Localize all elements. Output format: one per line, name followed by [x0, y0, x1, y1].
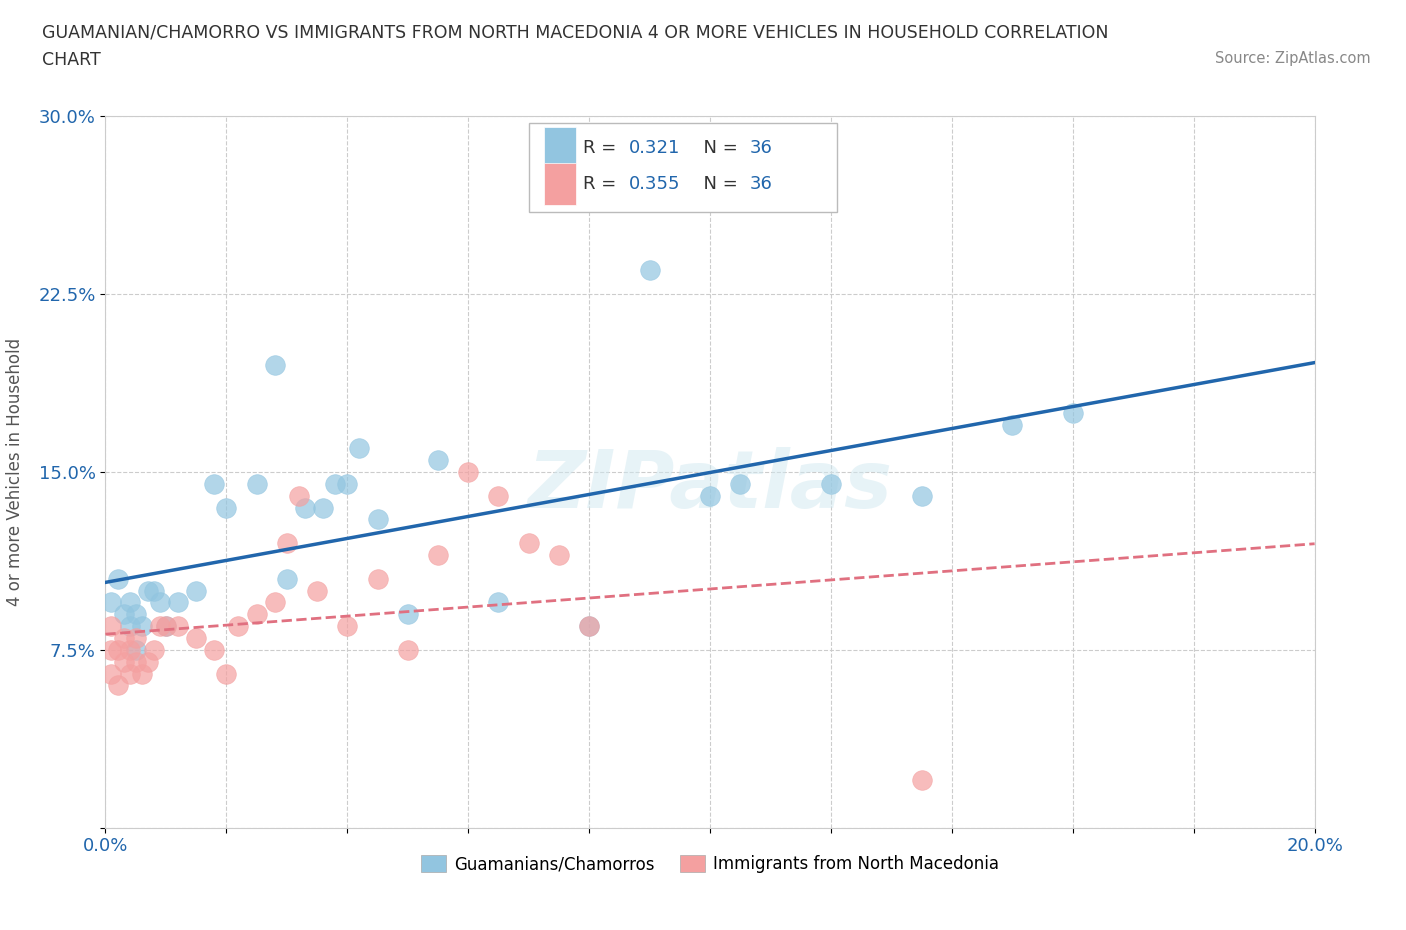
- Point: [149, 595, 172, 610]
- Point: [155, 618, 177, 633]
- Point: [124, 631, 148, 645]
- Point: [294, 500, 316, 515]
- Point: [263, 595, 285, 610]
- Point: [118, 595, 141, 610]
- Text: N =: N =: [692, 175, 744, 193]
- Point: [1062, 405, 1084, 420]
- Point: [112, 631, 135, 645]
- Point: [136, 583, 159, 598]
- FancyBboxPatch shape: [529, 124, 837, 212]
- Point: [112, 607, 135, 622]
- Point: [107, 643, 129, 658]
- Point: [142, 643, 165, 658]
- Point: [1001, 417, 1024, 432]
- Point: [517, 536, 540, 551]
- Text: 36: 36: [749, 140, 773, 157]
- Point: [548, 548, 571, 563]
- Point: [124, 643, 148, 658]
- Point: [112, 655, 135, 670]
- Point: [307, 583, 329, 598]
- Text: CHART: CHART: [42, 51, 101, 69]
- Point: [131, 618, 153, 633]
- Point: [202, 643, 225, 658]
- Point: [202, 476, 225, 491]
- Point: [457, 465, 479, 480]
- Point: [124, 607, 148, 622]
- Point: [142, 583, 165, 598]
- Point: [323, 476, 346, 491]
- Point: [118, 618, 141, 633]
- Point: [118, 643, 141, 658]
- Text: R =: R =: [583, 175, 621, 193]
- Point: [578, 618, 600, 633]
- Text: ZIPatlas: ZIPatlas: [527, 447, 893, 525]
- Point: [699, 488, 721, 503]
- Point: [107, 678, 129, 693]
- Point: [136, 655, 159, 670]
- Point: [366, 571, 388, 586]
- Point: [246, 476, 269, 491]
- Point: [118, 666, 141, 681]
- FancyBboxPatch shape: [544, 127, 576, 169]
- Point: [167, 595, 190, 610]
- Point: [820, 476, 842, 491]
- FancyBboxPatch shape: [544, 163, 576, 205]
- Text: 36: 36: [749, 175, 773, 193]
- Point: [100, 666, 122, 681]
- Point: [336, 618, 359, 633]
- Point: [396, 643, 419, 658]
- Point: [228, 618, 250, 633]
- Point: [427, 453, 450, 468]
- Point: [911, 773, 934, 788]
- Point: [312, 500, 335, 515]
- Text: 0.321: 0.321: [628, 140, 681, 157]
- Point: [427, 548, 450, 563]
- Point: [288, 488, 311, 503]
- Point: [215, 666, 238, 681]
- Point: [396, 607, 419, 622]
- Text: 0.355: 0.355: [628, 175, 681, 193]
- Point: [263, 358, 285, 373]
- Point: [124, 655, 148, 670]
- Text: R =: R =: [583, 140, 621, 157]
- Point: [366, 512, 388, 526]
- Point: [100, 595, 122, 610]
- Text: GUAMANIAN/CHAMORRO VS IMMIGRANTS FROM NORTH MACEDONIA 4 OR MORE VEHICLES IN HOUS: GUAMANIAN/CHAMORRO VS IMMIGRANTS FROM NO…: [42, 23, 1109, 41]
- Point: [186, 631, 208, 645]
- Point: [186, 583, 208, 598]
- Point: [167, 618, 190, 633]
- Point: [349, 441, 371, 456]
- Point: [911, 488, 934, 503]
- Y-axis label: 4 or more Vehicles in Household: 4 or more Vehicles in Household: [7, 338, 24, 606]
- Point: [149, 618, 172, 633]
- Text: N =: N =: [692, 140, 744, 157]
- Legend: Guamanians/Chamorros, Immigrants from North Macedonia: Guamanians/Chamorros, Immigrants from No…: [415, 848, 1005, 880]
- Point: [730, 476, 752, 491]
- Point: [215, 500, 238, 515]
- Point: [488, 488, 510, 503]
- Point: [155, 618, 177, 633]
- Point: [100, 618, 122, 633]
- Point: [131, 666, 153, 681]
- Point: [276, 536, 298, 551]
- Point: [488, 595, 510, 610]
- Text: Source: ZipAtlas.com: Source: ZipAtlas.com: [1215, 51, 1371, 66]
- Point: [276, 571, 298, 586]
- Point: [246, 607, 269, 622]
- Point: [107, 571, 129, 586]
- Point: [578, 618, 600, 633]
- Point: [100, 643, 122, 658]
- Point: [336, 476, 359, 491]
- Point: [638, 263, 661, 278]
